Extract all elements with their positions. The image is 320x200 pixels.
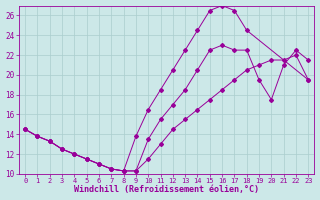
X-axis label: Windchill (Refroidissement éolien,°C): Windchill (Refroidissement éolien,°C) xyxy=(74,185,259,194)
